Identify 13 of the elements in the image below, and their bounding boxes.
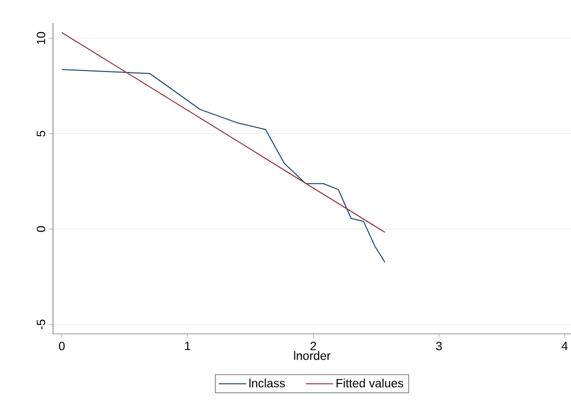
y-tick-label: 10 — [36, 32, 46, 44]
y-tick-label: 0 — [36, 226, 46, 232]
x-tick-label: 1 — [185, 342, 190, 350]
x-tick-label: 4 — [562, 342, 568, 350]
x-tick-label: 2 — [310, 342, 316, 350]
x-tick-label: 3 — [436, 342, 442, 350]
x-axis-title: lnorder — [294, 351, 330, 360]
legend-label: lnclass — [249, 378, 285, 388]
y-tick-label: 5 — [36, 130, 46, 137]
line-series — [61, 69, 386, 263]
y-tick-label: -5 — [36, 320, 46, 330]
legend-label: Fitted values — [336, 378, 404, 388]
x-tick-label: 0 — [58, 342, 65, 350]
